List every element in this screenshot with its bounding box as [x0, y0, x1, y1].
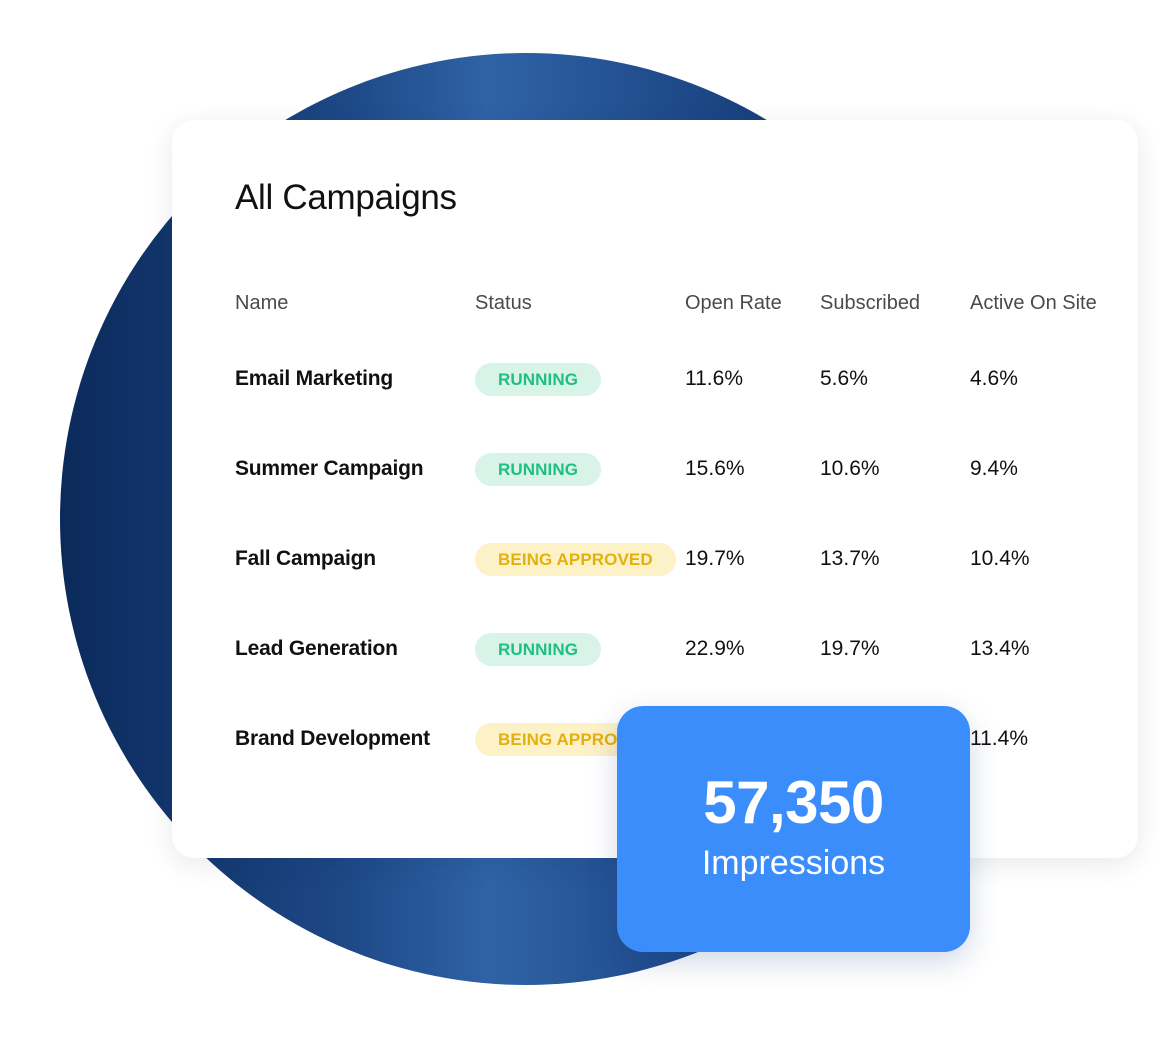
active-on-site-value: 13.4%: [970, 637, 1030, 660]
impressions-label: Impressions: [701, 844, 886, 882]
column-header-active-on-site[interactable]: Active On Site: [970, 292, 1097, 314]
impressions-value: 57,350: [703, 769, 884, 836]
subscribed-value: 13.7%: [820, 547, 880, 570]
active-on-site-value: 11.4%: [970, 727, 1028, 750]
status-badge: RUNNING: [475, 633, 602, 666]
column-header-open-rate[interactable]: Open Rate: [685, 292, 782, 314]
impressions-card: 57,350 Impressions: [617, 706, 970, 952]
column-header-status[interactable]: Status: [475, 292, 532, 314]
campaign-name: Summer Campaign: [235, 457, 424, 480]
active-on-site-value: 9.4%: [970, 457, 1018, 480]
page-title: All Campaigns: [235, 178, 457, 217]
open-rate-value: 11.6%: [685, 367, 743, 390]
subscribed-value: 5.6%: [820, 367, 868, 390]
subscribed-value: 10.6%: [820, 457, 880, 480]
column-header-name[interactable]: Name: [235, 292, 289, 314]
table-row[interactable]: Lead Generation RUNNING 22.9% 19.7% 13.4…: [172, 627, 1138, 671]
open-rate-value: 15.6%: [685, 457, 745, 480]
status-badge: RUNNING: [475, 363, 602, 396]
table-row[interactable]: Fall Campaign BEING APPROVED 19.7% 13.7%…: [172, 537, 1138, 581]
open-rate-value: 22.9%: [685, 637, 745, 660]
subscribed-value: 19.7%: [820, 637, 880, 660]
column-header-subscribed[interactable]: Subscribed: [820, 292, 921, 314]
active-on-site-value: 4.6%: [970, 367, 1018, 390]
active-on-site-value: 10.4%: [970, 547, 1030, 570]
campaign-name: Email Marketing: [235, 367, 394, 390]
table-row[interactable]: Summer Campaign RUNNING 15.6% 10.6% 9.4%: [172, 447, 1138, 491]
table-row[interactable]: Email Marketing RUNNING 11.6% 5.6% 4.6%: [172, 357, 1138, 401]
status-badge: BEING APPROVED: [475, 543, 676, 576]
campaigns-card: All Campaigns Name Status Open Rate Subs…: [172, 120, 1138, 858]
status-badge: RUNNING: [475, 453, 602, 486]
campaign-name: Fall Campaign: [235, 547, 376, 570]
campaign-name: Brand Development: [235, 727, 430, 750]
table-row[interactable]: Brand Development BEING APPROVED 11.4%: [172, 717, 1138, 761]
campaign-name: Lead Generation: [235, 637, 398, 660]
open-rate-value: 19.7%: [685, 547, 745, 570]
